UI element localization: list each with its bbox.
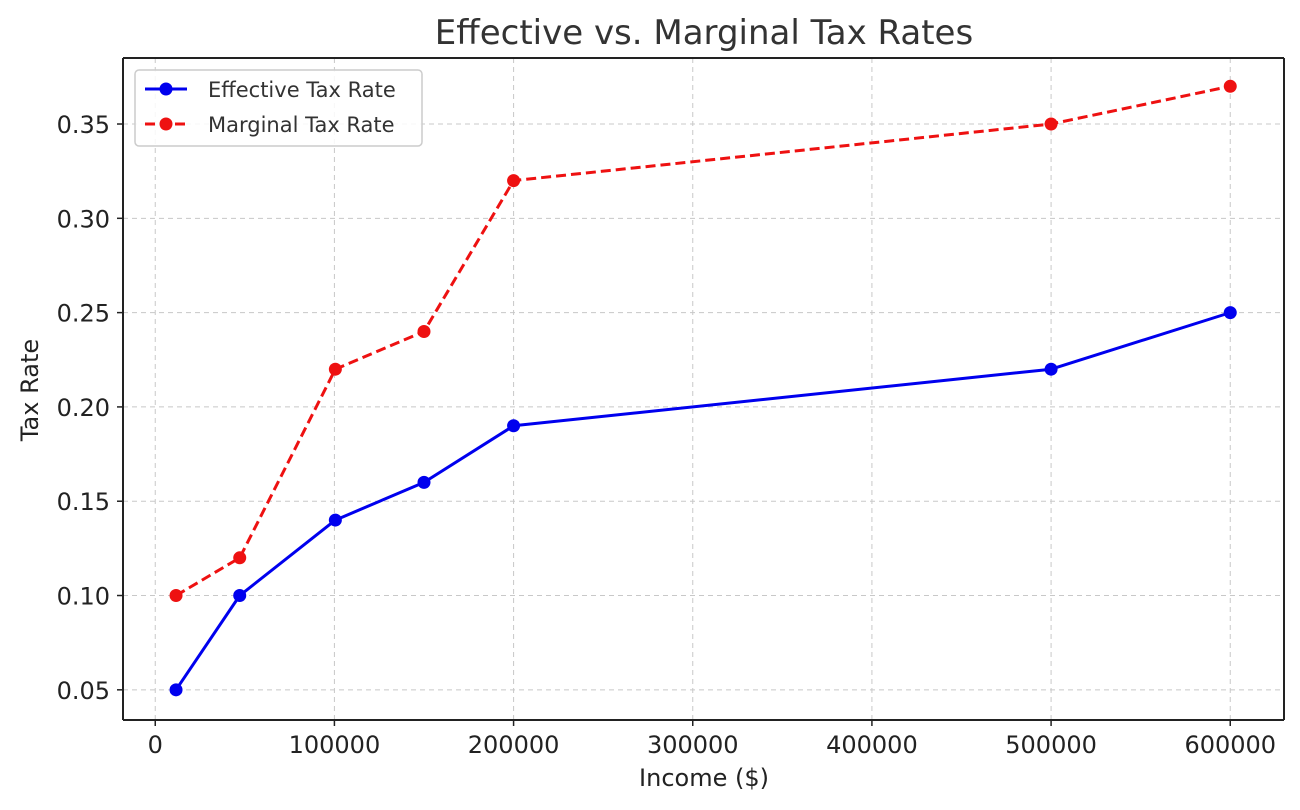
- legend-label-effective: Effective Tax Rate: [208, 78, 396, 102]
- data-point-effective: [507, 419, 521, 433]
- legend-item-marginal: Marginal Tax Rate: [145, 113, 395, 137]
- data-point-effective: [328, 513, 342, 527]
- data-point-effective: [1223, 306, 1237, 320]
- legend: Effective Tax Rate Marginal Tax Rate: [134, 69, 423, 147]
- legend-item-effective: Effective Tax Rate: [145, 78, 396, 102]
- data-point-effective: [1044, 362, 1058, 376]
- legend-box: [134, 69, 423, 147]
- y-tick-label: 0.25: [57, 300, 110, 328]
- x-tick-label: 300000: [647, 731, 739, 759]
- data-point-effective: [417, 475, 431, 489]
- data-point-marginal: [328, 362, 342, 376]
- legend-label-marginal: Marginal Tax Rate: [208, 113, 395, 137]
- data-point-marginal: [169, 589, 183, 603]
- axes-layer: [122, 57, 1285, 721]
- legend-marker-effective: [159, 82, 173, 96]
- chart-title: Effective vs. Marginal Tax Rates: [435, 13, 973, 53]
- x-tick-label: 100000: [289, 731, 381, 759]
- x-axis-label: Income ($): [639, 764, 769, 792]
- data-point-marginal: [1223, 79, 1237, 93]
- x-tick-label: 600000: [1184, 731, 1276, 759]
- y-tick-label: 0.15: [57, 488, 110, 516]
- y-axis-label: Tax Rate: [16, 339, 44, 442]
- x-tick-label: 200000: [468, 731, 560, 759]
- x-tick-label: 400000: [826, 731, 918, 759]
- y-tick-label: 0.10: [57, 583, 110, 611]
- x-tick-label: 0: [148, 731, 163, 759]
- data-point-marginal: [417, 324, 431, 338]
- data-point-marginal: [1044, 117, 1058, 131]
- series-layer: [169, 79, 1237, 697]
- data-point-effective: [169, 683, 183, 697]
- y-tick-label: 0.20: [57, 394, 110, 422]
- grid-layer: [123, 58, 1284, 720]
- tick-layer: 0 100000 200000 300000 400000 500000 600000 0.0…: [57, 111, 1277, 759]
- data-point-marginal: [507, 174, 521, 188]
- y-tick-label: 0.30: [57, 205, 110, 233]
- legend-marker-marginal: [159, 117, 173, 131]
- data-point-effective: [233, 589, 247, 603]
- x-tick-label: 500000: [1005, 731, 1097, 759]
- y-tick-label: 0.35: [57, 111, 110, 139]
- y-tick-label: 0.05: [57, 677, 110, 705]
- data-point-marginal: [233, 551, 247, 565]
